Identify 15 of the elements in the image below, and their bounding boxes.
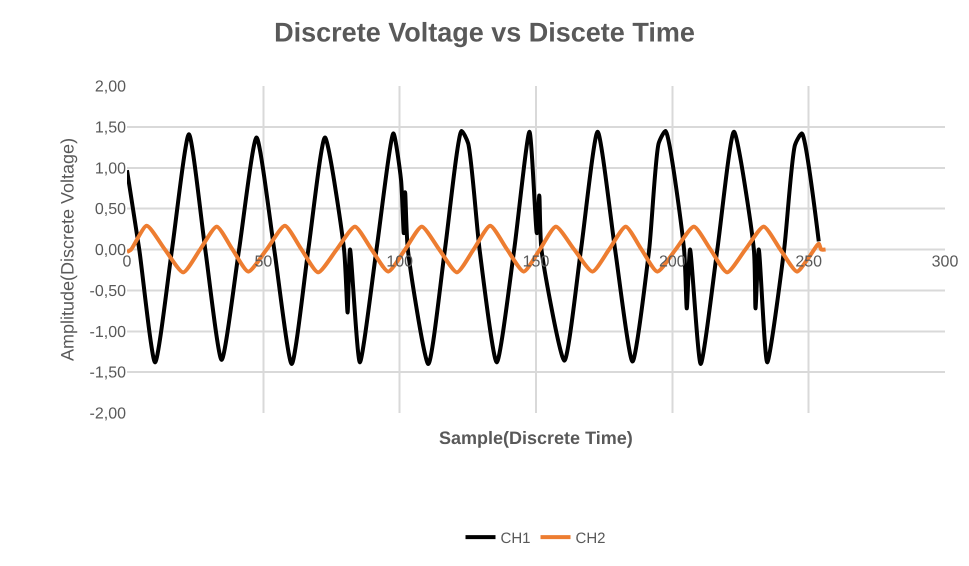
chart-title: Discrete Voltage vs Discete Time: [274, 18, 695, 48]
y-tick-label: -0,50: [90, 282, 126, 300]
y-tick-label: 1,00: [94, 160, 126, 178]
y-axis-title: Amplitude(Discrete Voltage): [58, 138, 78, 362]
y-tick-label: -2,00: [90, 406, 126, 423]
y-tick-label: 0,50: [94, 201, 126, 218]
x-tick-label: 300: [932, 254, 958, 270]
legend-label: CH2: [576, 530, 606, 548]
y-tick-label: 2,00: [94, 78, 126, 96]
legend-label: CH1: [500, 530, 531, 548]
y-tick-label: -1,00: [90, 324, 126, 341]
x-tick-label: 0: [122, 254, 132, 270]
y-tick-label: 1,50: [94, 119, 126, 136]
y-tick-label: -1,50: [90, 364, 126, 382]
x-axis-title: Sample(Discrete Time): [439, 428, 633, 448]
